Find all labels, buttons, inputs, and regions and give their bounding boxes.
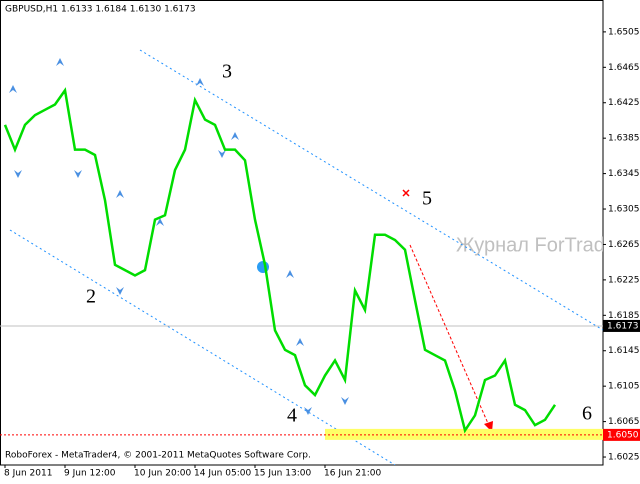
fractal-arrow <box>304 407 312 415</box>
trend-line <box>139 49 603 331</box>
x-tick-label: 16 Jun 21:00 <box>324 469 381 479</box>
y-tick-label: 1.6345 <box>608 169 640 179</box>
fractal-arrow <box>74 170 82 178</box>
fractal-arrow <box>9 85 17 93</box>
y-tick-label: 1.6065 <box>608 417 640 427</box>
y-tick-label: 1.6505 <box>608 27 640 37</box>
fractal-arrow <box>296 338 304 346</box>
y-tick-label: 1.6265 <box>608 240 640 250</box>
price-line <box>3 87 557 434</box>
fractal-arrow <box>156 218 164 226</box>
fractal-arrow <box>196 78 204 86</box>
y-tick-label: 1.6385 <box>608 134 640 144</box>
target-level-box <box>603 428 640 441</box>
x-tick-label: 9 Jun 12:00 <box>64 469 116 479</box>
y-tick-label: 1.6105 <box>608 382 640 392</box>
y-tick-label: 1.6225 <box>608 275 640 285</box>
plot-area <box>0 0 604 466</box>
x-tick-label: 10 Jun 20:00 <box>134 469 191 479</box>
y-tick-label: 1.6465 <box>608 63 640 73</box>
fractal-arrow <box>116 190 124 198</box>
y-tick-label: 1.6025 <box>608 453 640 463</box>
fractal-arrow <box>286 270 294 278</box>
footer: RoboForex - MetaTrader4, © 2001-2011 Met… <box>5 451 311 461</box>
wave-label: 6 <box>582 403 592 425</box>
fractal-arrow <box>218 150 226 158</box>
current-price-box <box>603 319 640 332</box>
target-level-label: 1.6050 <box>607 430 639 440</box>
y-tick-label: 1.6305 <box>608 205 640 215</box>
y-tick-label: 1.6145 <box>608 346 640 356</box>
chart-header: GBPUSD,H1 1.6133 1.6184 1.6130 1.6173 <box>5 5 196 15</box>
trend-line <box>9 229 396 465</box>
fractal-arrow <box>56 58 64 66</box>
wave-label: 5 <box>422 188 432 210</box>
watermark: Журнал ForTrader.ru <box>456 234 640 256</box>
wave-label: 2 <box>86 286 96 308</box>
fractal-arrow <box>14 170 22 178</box>
wave-label: 3 <box>222 61 232 83</box>
current-price-label: 1.6173 <box>607 321 639 331</box>
x-tick-label: 14 Jun 05:00 <box>194 469 251 479</box>
y-tick-label: 1.6185 <box>608 311 640 321</box>
wave-label: 4 <box>287 405 297 427</box>
y-tick-label: 1.6425 <box>608 98 640 108</box>
forecast-arrow <box>409 244 491 429</box>
fractal-arrow <box>231 132 239 140</box>
plot: Журнал ForTrader.ru <box>0 49 640 465</box>
cross-icon <box>402 189 410 197</box>
x-tick-label: 8 Jun 2011 <box>4 469 52 479</box>
fractal-arrow <box>116 287 124 295</box>
fractal-arrow <box>341 397 349 405</box>
x-tick-label: 15 Jun 13:00 <box>254 469 311 479</box>
